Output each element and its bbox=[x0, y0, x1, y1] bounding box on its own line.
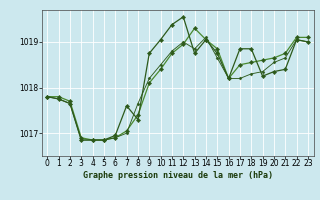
X-axis label: Graphe pression niveau de la mer (hPa): Graphe pression niveau de la mer (hPa) bbox=[83, 171, 273, 180]
